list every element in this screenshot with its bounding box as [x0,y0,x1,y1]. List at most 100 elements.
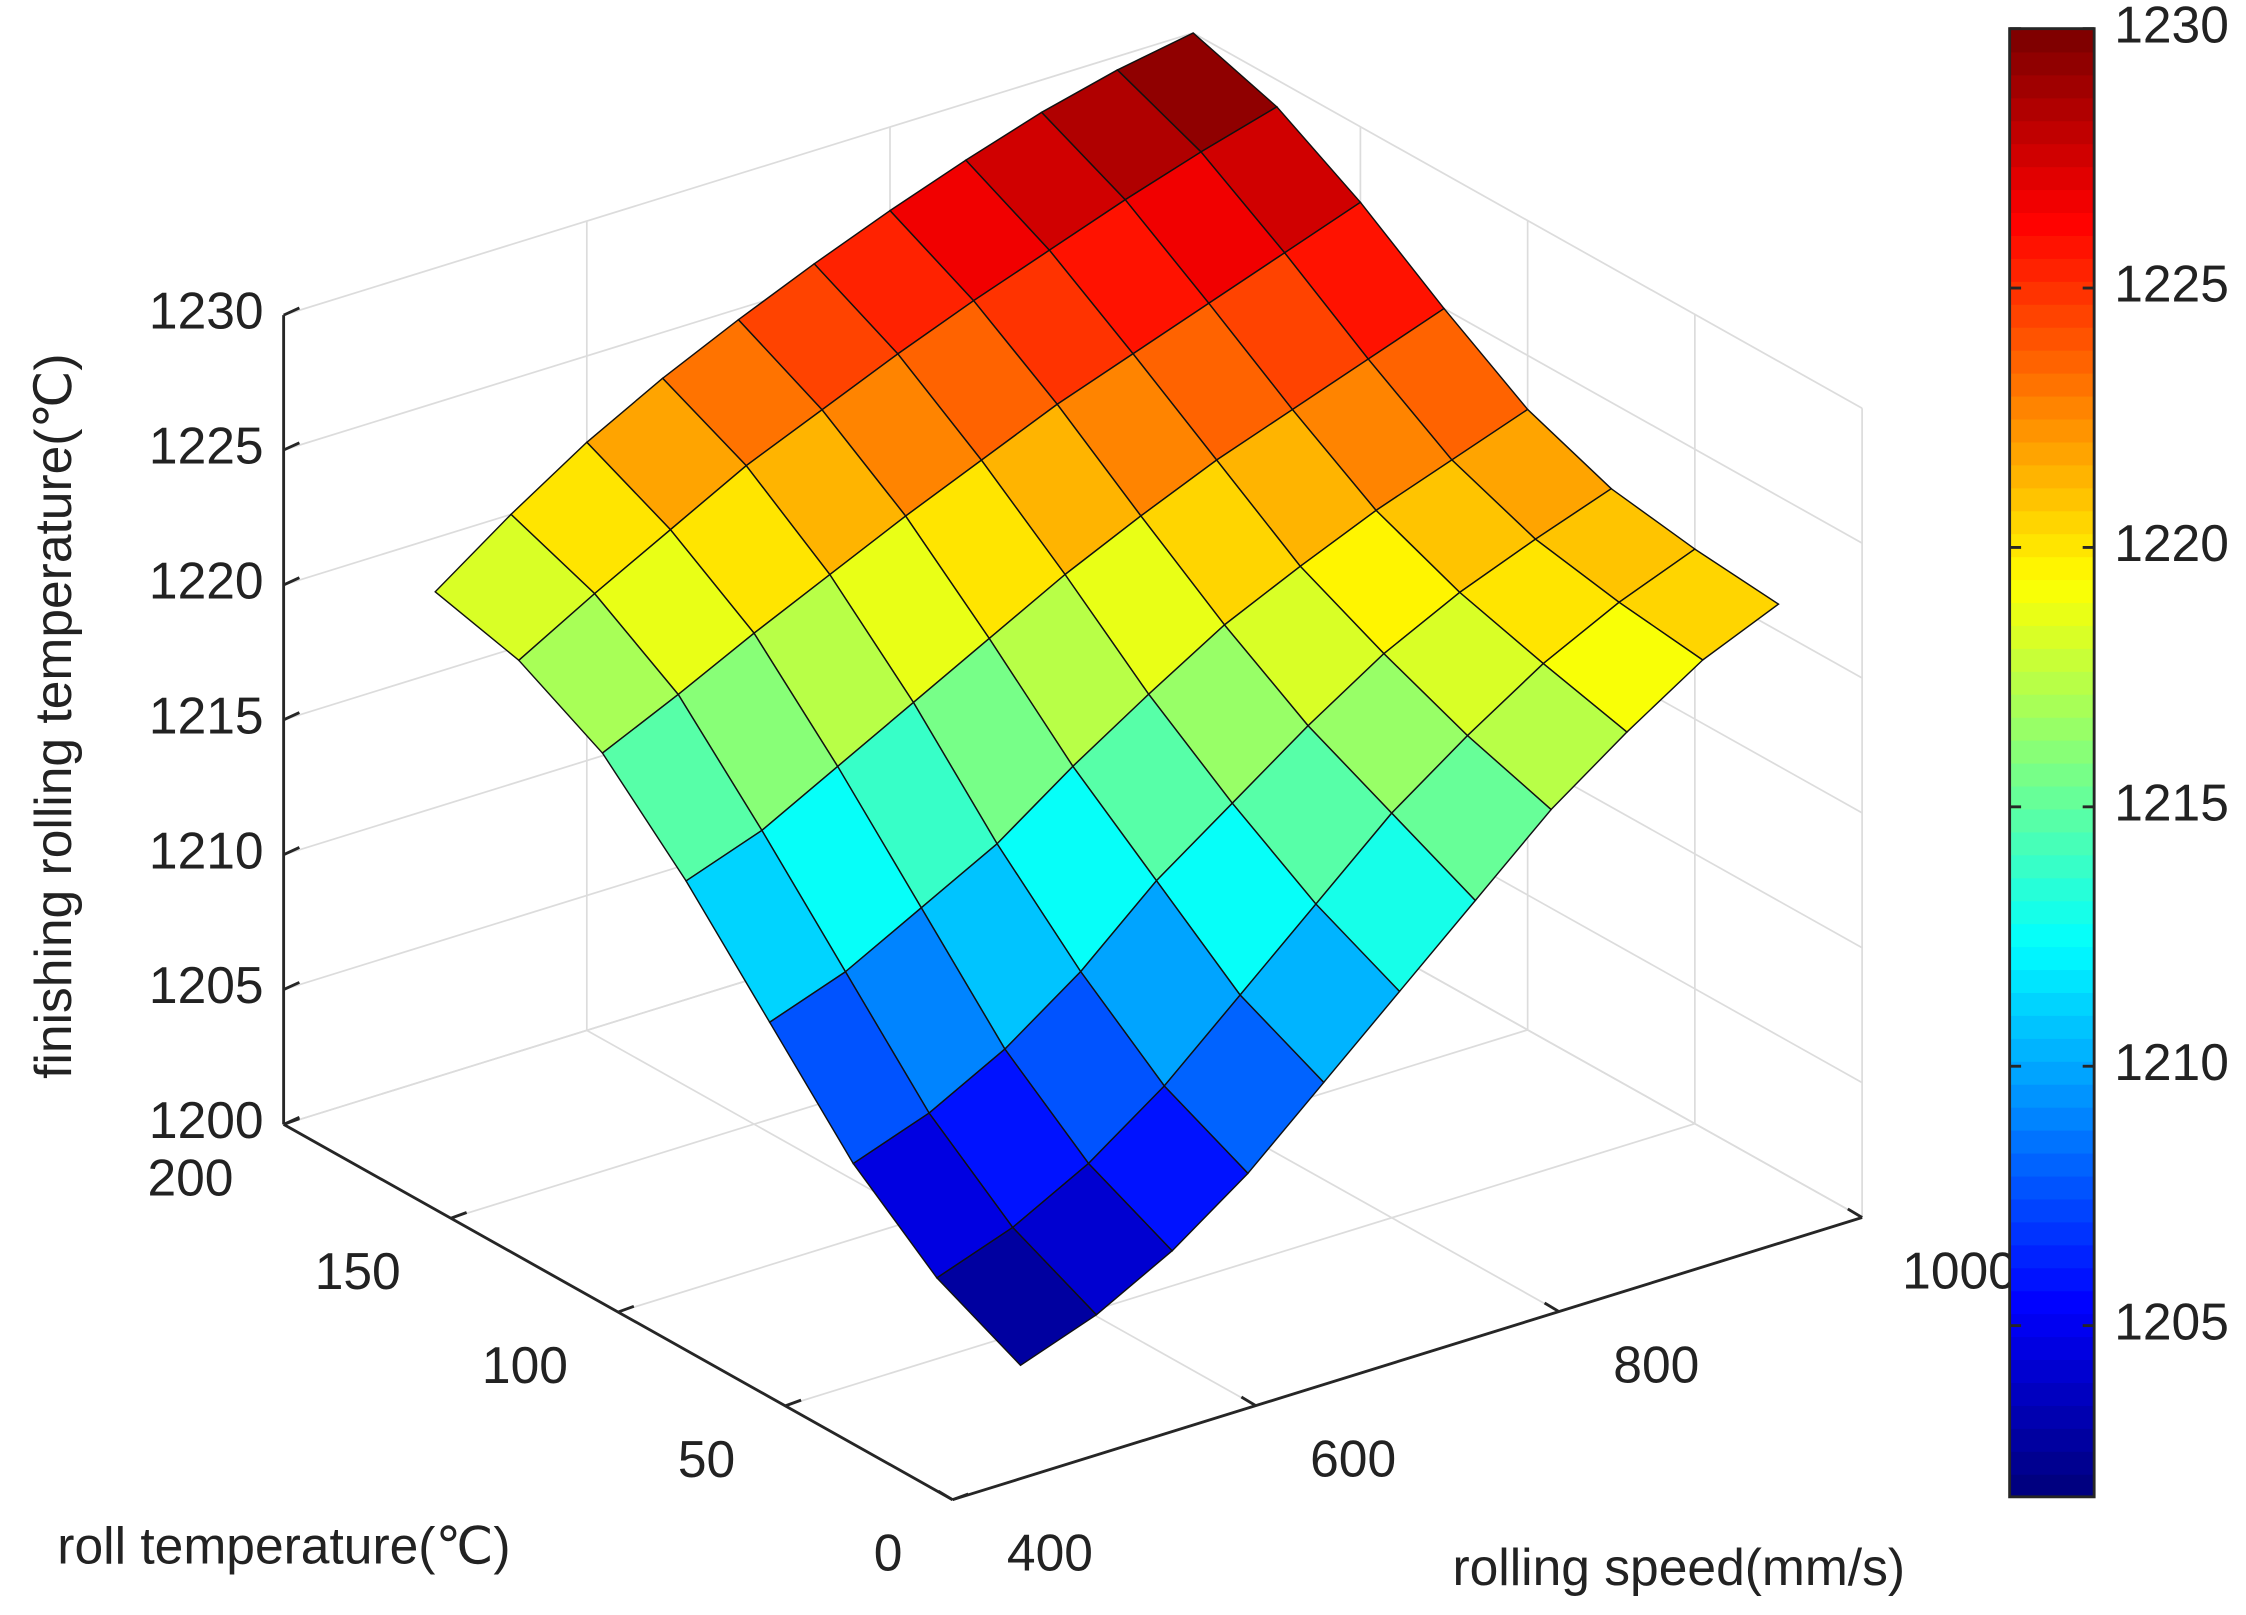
colorbar-cell [2009,51,2095,76]
colorbar-cell [2009,143,2095,168]
colorbar-cell [2009,120,2095,145]
x-axis-label: rolling speed(mm/s) [1452,1538,1905,1596]
colorbar-cell [2009,464,2095,489]
colorbar-cell [2009,992,2095,1016]
y-tick [450,1211,468,1220]
colorbar-cell [2009,1060,2095,1085]
colorbar-cell [2009,1106,2095,1131]
colorbar-tick-label: 1205 [2114,1292,2229,1350]
colorbar-cell [2009,923,2095,948]
colorbar-cell [2009,785,2095,810]
colorbar-cell [2009,808,2095,833]
x-tick [1543,1301,1560,1313]
y-tick [617,1304,635,1314]
z-tick-label: 1210 [149,821,264,879]
colorbar-cell [2009,510,2095,535]
z-tick [283,981,300,991]
colorbar-cell [2009,1405,2095,1429]
z-tick [283,846,300,856]
z-tick-label: 1205 [149,956,264,1014]
colorbar-cell [2009,1175,2095,1200]
z-tick [283,1115,300,1126]
x-tick-label: 1000 [1902,1241,2017,1299]
colorbar-cell [2009,1428,2095,1452]
grid-line [1192,32,1863,409]
y-tick [952,1492,969,1502]
z-tick-label: 1225 [149,417,264,475]
colorbar-cell [2009,946,2095,971]
colorbar-cell [2009,1313,2095,1338]
colorbar-cell [2009,1083,2095,1108]
colorbar-tick-label: 1215 [2114,773,2229,831]
y-tick [784,1398,802,1408]
grid-line [785,1122,1696,1407]
colorbar-cell [2009,625,2095,649]
colorbar-cell [2009,969,2095,994]
colorbar-cell [2009,602,2095,626]
colorbar-cell [2009,372,2095,397]
z-tick-label: 1230 [149,282,264,340]
colorbar-cell [2009,258,2095,282]
y-axis-label: roll temperature(℃) [57,1516,510,1574]
colorbar-cell [2009,166,2095,191]
colorbar-cell [2009,648,2095,672]
y-tick-label: 0 [874,1524,903,1582]
z-tick-label: 1200 [149,1091,264,1149]
colorbar-cell [2009,854,2095,879]
colorbar-cell [2009,1267,2095,1292]
x-tick-label: 600 [1310,1430,1396,1488]
colorbar-cell [2009,762,2095,787]
colorbar-tick-label: 1225 [2114,255,2229,313]
colorbar-cell [2009,1382,2095,1406]
colorbar-cell [2009,900,2095,925]
colorbar-cell [2009,280,2095,305]
colorbar-cell [2009,533,2095,558]
colorbar-frame [2008,27,2096,1499]
colorbar-tick-label: 1210 [2114,1033,2229,1091]
colorbar-cell [2009,693,2095,718]
y-tick-label: 50 [678,1430,735,1488]
z-tick [283,711,300,722]
x-tick-label: 800 [1613,1335,1699,1393]
colorbar-cell [2009,1290,2095,1315]
z-tick [283,576,300,587]
colorbar-cell [2009,670,2095,695]
grid-line [283,32,1194,316]
colorbar-cell [2009,579,2095,604]
y-tick-label: 200 [147,1148,233,1206]
colorbar-cell [2009,877,2095,902]
colorbar-cell [2009,189,2095,214]
colorbar-cell [2009,1198,2095,1223]
colorbar-cell [2009,303,2095,328]
colorbar-cell [2009,1244,2095,1269]
colorbar-cell [2009,1359,2095,1383]
colorbar-cell [2009,28,2095,53]
colorbar-tick-label: 1230 [2114,0,2229,53]
colorbar-cell [2009,1221,2095,1246]
z-tick [283,306,300,317]
colorbar-cell [2009,1129,2095,1154]
colorbar-cell [2009,716,2095,741]
colorbar-cell [2009,74,2095,99]
x-tick [1240,1395,1257,1407]
y-tick-label: 150 [315,1242,401,1300]
colorbar-cell [2009,349,2095,374]
x-tick [937,1489,954,1501]
colorbar-cell [2009,97,2095,122]
x-tick-label: 400 [1007,1524,1093,1582]
z-tick-label: 1220 [149,552,264,610]
colorbar-cell [2009,235,2095,259]
colorbar-cell [2009,1015,2095,1039]
z-axis-label: finishing rolling temperature(℃) [24,353,82,1078]
x-axis [952,1216,1863,1502]
colorbar-cell [2009,395,2095,420]
surface-cell [935,1226,1098,1367]
colorbar-cell [2009,1473,2095,1498]
colorbar-cell [2009,418,2095,443]
colorbar-cell [2009,1450,2095,1475]
colorbar-cell [2009,1336,2095,1361]
colorbar-cell [2009,1038,2095,1062]
z-tick [283,441,300,452]
colorbar-cell [2009,441,2095,466]
